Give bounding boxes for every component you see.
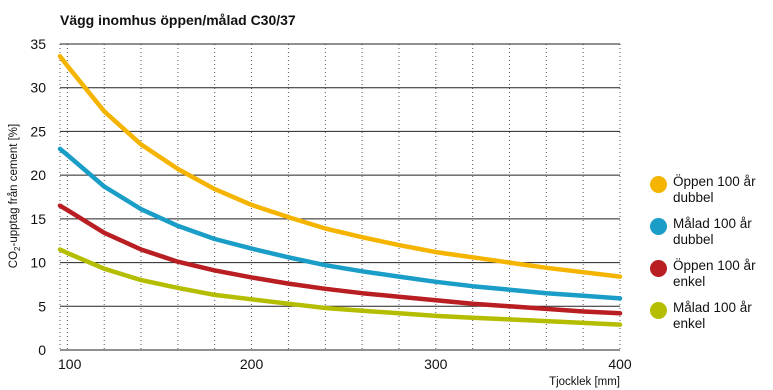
series-line-2 [57,203,623,316]
y-axis-label-main: CO [8,251,20,268]
legend-swatch [650,302,667,319]
y-tick-label: 15 [30,211,46,227]
legend-item-malad-enkel: Målad 100 år enkel [650,300,773,332]
series-line-0 [57,53,623,279]
legend-swatch [650,218,667,235]
y-tick-label: 25 [30,123,46,139]
legend-label-line1: Målad 100 år [673,216,752,231]
y-tick-labels: 0 5 10 15 20 25 30 35 [30,36,46,358]
x-tick-label: 400 [608,356,632,372]
series-lines [57,53,623,327]
legend-label-line2: enkel [673,274,706,289]
y-axis-label: CO2-upptag från cement [%] [8,124,22,268]
y-tick-label: 5 [38,298,46,314]
x-tick-label: 200 [240,356,264,372]
legend-item-oppen-enkel: Öppen 100 år enkel [650,258,773,290]
y-tick-label: 10 [30,255,46,271]
series-line-3 [57,247,623,327]
legend-label-line2: dubbel [673,190,714,205]
legend-label-line1: Öppen 100 år [673,174,756,189]
x-axis-label: Tjocklek [mm] [549,376,620,388]
grid [59,43,621,351]
y-tick-label: 30 [30,80,46,96]
legend-label-line1: Öppen 100 år [673,258,756,273]
legend-label-line2: enkel [673,316,706,331]
legend-label-line2: dubbel [673,232,714,247]
legend-swatch [650,260,667,277]
y-axis-label-subscript: 2 [13,246,22,251]
legend-item-oppen-dubbel: Öppen 100 år dubbel [650,174,773,206]
chart-title: Vägg inomhus öppen/målad C30/37 [60,12,296,28]
legend-swatch [650,176,667,193]
series-line-1 [57,146,623,301]
y-axis-label-rest: -upptag från cement [%] [8,124,20,247]
y-tick-label: 0 [38,342,46,358]
legend: Öppen 100 år dubbel Målad 100 år dubbel Öp… [650,174,773,342]
legend-label-line1: Målad 100 år [673,300,752,315]
y-tick-label: 35 [30,36,46,52]
y-tick-label: 20 [30,167,46,183]
legend-item-malad-dubbel: Målad 100 år dubbel [650,216,773,248]
x-tick-labels: 100 200 300 400 [58,356,632,372]
x-tick-label: 300 [424,356,448,372]
x-tick-label: 100 [58,356,82,372]
